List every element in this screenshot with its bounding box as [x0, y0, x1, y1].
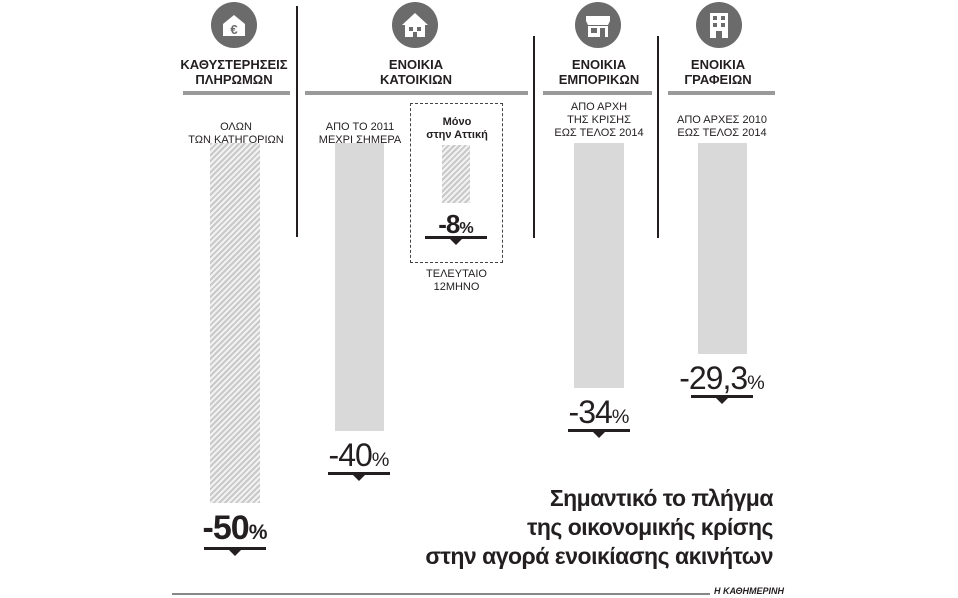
chart-title: Σημαντικό το πλήγμα της οικονομικής κρίσ… — [425, 485, 773, 569]
euro-building-icon: € — [211, 2, 257, 48]
bar-note: ΤΕΛΕΥΤΑΙΟ 12ΜΗΝΟ — [426, 268, 487, 293]
header-rule — [668, 91, 775, 95]
down-arrow-icon — [229, 550, 241, 556]
down-arrow-icon — [593, 431, 605, 438]
value-underline — [568, 428, 630, 432]
bar-office-rents — [697, 143, 747, 354]
data-label: -50% — [202, 509, 268, 547]
attica-callout-box — [410, 103, 503, 263]
header-residential-rents: ΕΝΟΙΚΙΑ ΚΑΤΟΙΚΙΩΝ — [380, 57, 452, 87]
bar-label: ΑΠΟ ΑΡΧΕΣ 2010 ΕΩΣ ΤΕΛΟΣ 2014 — [677, 114, 767, 139]
bar-residential-attica — [442, 145, 470, 203]
header-commercial-rents: ΕΝΟΙΚΙΑ ΕΜΠΟΡΙΚΩΝ — [558, 57, 640, 87]
bar-commercial-rents — [574, 143, 624, 388]
data-label: -29,3% — [679, 359, 765, 396]
group-divider — [533, 36, 535, 238]
down-arrow-icon — [450, 238, 462, 245]
down-arrow-icon — [716, 397, 728, 404]
footer-rule — [172, 593, 784, 595]
group-divider — [296, 6, 298, 237]
header-rule — [543, 91, 652, 95]
value-underline — [425, 235, 487, 239]
svg-text:€: € — [230, 22, 237, 37]
bar-label: Μόνο στην Αττική — [426, 116, 488, 141]
value-underline — [691, 394, 753, 398]
shop-icon — [575, 2, 621, 48]
office-building-icon — [696, 2, 742, 48]
data-label: -8% — [438, 208, 474, 239]
source-credit: Η ΚΑΘΗΜΕΡΙΝΗ — [710, 586, 784, 596]
group-divider — [657, 36, 659, 238]
data-label: -40% — [328, 437, 390, 473]
value-underline — [204, 547, 266, 550]
header-rule — [305, 91, 528, 95]
header-office-rents: ΕΝΟΙΚΙΑ ΓΡΑΦΕΙΩΝ — [684, 57, 752, 87]
bar-residential-since-2011 — [334, 143, 384, 431]
header-rule — [183, 91, 290, 95]
bar-label: ΑΠΟ ΑΡΧΗ ΤΗΣ ΚΡΙΣΗΣ ΕΩΣ ΤΕΛΟΣ 2014 — [554, 101, 644, 139]
down-arrow-icon — [353, 475, 365, 481]
header-payment-delays: ΚΑΘΥΣΤΕΡΗΣΕΙΣ ΠΛΗΡΩΜΩΝ — [180, 57, 288, 87]
data-label: -34% — [568, 393, 630, 430]
house-icon — [392, 2, 438, 48]
bar-payment-delays — [210, 143, 260, 503]
value-underline — [328, 472, 390, 475]
